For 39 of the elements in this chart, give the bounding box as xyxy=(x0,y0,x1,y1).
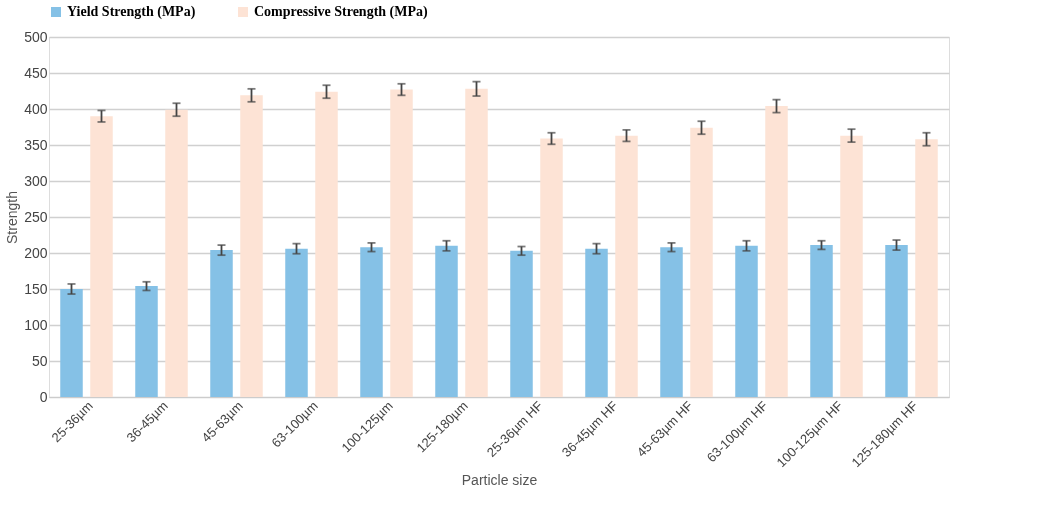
bar xyxy=(660,247,683,397)
bar xyxy=(435,245,458,397)
y-tick-label: 100 xyxy=(24,316,48,333)
y-tick-label: 450 xyxy=(24,64,48,81)
bar xyxy=(135,286,158,397)
bar xyxy=(240,95,263,397)
bar xyxy=(210,250,233,397)
bar xyxy=(915,139,938,397)
y-tick-label: 400 xyxy=(24,100,48,117)
bar xyxy=(165,109,188,397)
bar xyxy=(735,245,758,397)
bar xyxy=(810,245,833,397)
bar xyxy=(840,135,863,397)
legend-label: Yield Strength (MPa) xyxy=(67,4,196,20)
bar xyxy=(90,116,113,397)
y-tick-label: 50 xyxy=(31,352,48,369)
x-axis-title: Particle size xyxy=(461,472,538,489)
bar xyxy=(465,88,488,397)
bar xyxy=(765,106,788,397)
y-tick-label: 0 xyxy=(39,388,48,405)
bar xyxy=(285,248,308,397)
bar xyxy=(690,127,713,397)
y-tick-label: 350 xyxy=(24,136,48,153)
legend-label: Compressive Strength (MPa) xyxy=(254,4,429,20)
y-axis-title: Strength xyxy=(4,191,21,244)
y-tick-label: 250 xyxy=(24,208,48,225)
y-tick-label: 500 xyxy=(24,28,48,45)
y-tick-label: 150 xyxy=(24,280,48,297)
bar xyxy=(60,289,83,397)
y-tick-label: 300 xyxy=(24,172,48,189)
bar xyxy=(390,89,413,397)
bar xyxy=(510,250,533,397)
bar xyxy=(615,135,638,397)
bar xyxy=(360,247,383,397)
y-tick-label: 200 xyxy=(24,244,48,261)
bar xyxy=(315,91,338,397)
bar xyxy=(585,248,608,397)
bar xyxy=(540,138,563,397)
bar xyxy=(885,245,908,397)
